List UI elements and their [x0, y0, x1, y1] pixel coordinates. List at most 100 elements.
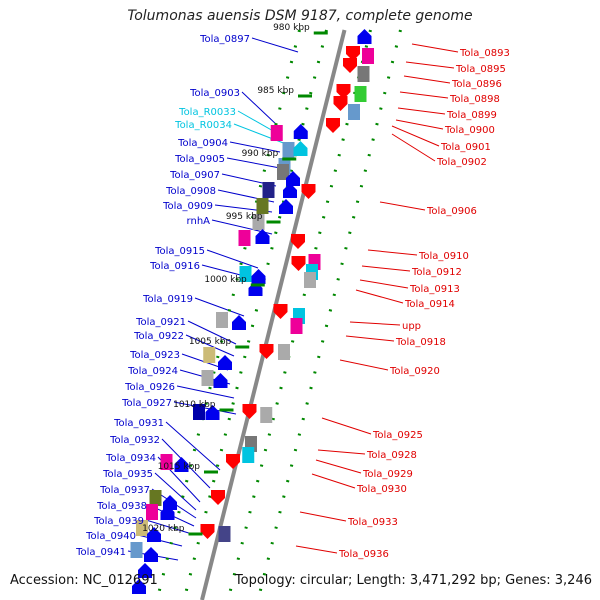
gene-label-left: rnhA — [187, 216, 211, 227]
gene-block — [201, 370, 214, 386]
gene-label-left: Tola_0932 — [109, 435, 160, 446]
gene-label-right: Tola_0906 — [426, 206, 477, 217]
gene-label-left: Tola_0939 — [93, 516, 144, 527]
scale-tick-label: 985 kbp — [257, 86, 294, 96]
gene-label-left: Tola_0903 — [189, 88, 240, 99]
gene-block — [252, 214, 265, 230]
gene-label-left: Tola_0938 — [96, 501, 147, 512]
genome-summary: Topology: circular; Length: 3,471,292 bp… — [234, 573, 592, 588]
reverse-gene-arrow — [273, 304, 288, 319]
gene-block — [277, 164, 289, 180]
label-connector — [391, 125, 440, 147]
gene-label-left: Tola_0927 — [121, 398, 172, 409]
gene-block — [136, 520, 148, 536]
gene-block — [130, 542, 143, 558]
reverse-gene-arrow — [291, 234, 305, 249]
label-connector — [359, 279, 409, 289]
forward-gene-arrow — [205, 405, 220, 420]
label-connector — [315, 459, 362, 474]
gene-label-right: Tola_0930 — [356, 484, 407, 495]
gene-label-left: Tola_0908 — [165, 186, 216, 197]
gene-label-right: Tola_0900 — [444, 125, 495, 136]
label-connector — [321, 417, 372, 435]
gene-block — [146, 504, 158, 520]
label-connector — [251, 37, 299, 53]
gene-block — [348, 104, 360, 120]
scale-tick-label: 1010 kbp — [173, 400, 216, 410]
scale-tick-label: 1000 kbp — [204, 275, 247, 285]
reverse-gene-arrow — [242, 404, 257, 419]
gene-label-left: Tola_0937 — [99, 485, 150, 496]
label-connector — [367, 249, 418, 256]
gene-label-right: Tola_0913 — [409, 284, 460, 295]
gene-label-right: Tola_0936 — [338, 549, 389, 560]
gene-label-right: Tola_0910 — [418, 251, 469, 262]
gene-label-right: Tola_0893 — [459, 48, 510, 59]
label-connector — [165, 421, 221, 471]
gene-block — [218, 526, 231, 542]
label-connector — [399, 91, 449, 99]
reverse-gene-arrow — [301, 184, 316, 199]
gene-label-left: Tola_0935 — [102, 469, 153, 480]
track-dots-2 — [226, 29, 372, 600]
reverse-gene-arrow — [333, 96, 348, 111]
gene-label-left: Tola_0919 — [142, 294, 193, 305]
forward-gene-arrow — [144, 547, 158, 562]
forward-gene-arrow — [232, 315, 246, 330]
gene-label-left: Tola_0931 — [113, 418, 164, 429]
forward-gene-arrow — [138, 563, 152, 578]
reverse-gene-arrow — [346, 46, 360, 61]
forward-gene-arrow — [293, 124, 308, 139]
gene-label-right: Tola_0912 — [411, 267, 462, 278]
gene-block — [290, 318, 303, 334]
reverse-gene-arrow — [291, 256, 306, 271]
gene-label-left: Tola_0934 — [105, 453, 156, 464]
reverse-gene-arrow — [336, 84, 351, 99]
forward-gene-arrow — [279, 199, 293, 214]
scale-tick-label: 980 kbp — [273, 23, 310, 33]
label-connector — [411, 43, 459, 53]
gene-label-left: Tola_R0033 — [178, 107, 236, 118]
reverse-gene-arrow — [259, 344, 274, 359]
gene-block — [149, 490, 162, 506]
gene-label-left: Tola_0923 — [129, 350, 180, 361]
gene-block — [262, 182, 275, 198]
reverse-gene-arrow — [326, 118, 340, 133]
label-connector — [194, 297, 245, 317]
gene-label-left: Tola_0926 — [124, 382, 175, 393]
gene-label-right: Tola_0896 — [451, 79, 502, 90]
gene-label-left: Tola_0940 — [85, 531, 136, 542]
gene-label-left: Tola_0909 — [162, 201, 213, 212]
gene-block — [216, 312, 228, 328]
reverse-gene-arrow — [226, 454, 240, 469]
scale-tick-label: 995 kbp — [226, 212, 263, 222]
label-connector — [187, 320, 237, 345]
label-connector — [311, 473, 356, 489]
label-connector — [355, 289, 404, 304]
gene-label-left: Tola_0916 — [149, 261, 200, 272]
forward-gene-arrow — [283, 183, 297, 198]
forward-gene-arrow — [218, 355, 232, 370]
gene-label-left: Tola_0897 — [199, 34, 250, 45]
gene-label-left: Tola_R0034 — [174, 120, 232, 131]
gene-label-left: Tola_0907 — [169, 170, 220, 181]
gene-block — [260, 407, 273, 423]
label-connector — [379, 201, 426, 211]
gene-label-right: upp — [402, 321, 421, 332]
label-connector — [229, 141, 281, 153]
gene-label-left: Tola_0922 — [133, 331, 184, 342]
gene-block — [354, 86, 367, 102]
backbone-line — [200, 29, 347, 600]
forward-gene-arrow — [286, 171, 300, 186]
label-connector — [405, 61, 455, 69]
track-dots-3 — [256, 29, 402, 600]
scale-tick-label: 990 kbp — [242, 149, 279, 159]
gene-label-right: Tola_0925 — [372, 430, 423, 441]
gene-label-left: Tola_0921 — [135, 317, 186, 328]
label-connector — [339, 359, 389, 371]
label-connector — [145, 519, 193, 535]
label-connector — [361, 265, 411, 272]
gene-label-right: Tola_0918 — [395, 337, 446, 348]
gene-label-left: Tola_0941 — [75, 547, 126, 558]
